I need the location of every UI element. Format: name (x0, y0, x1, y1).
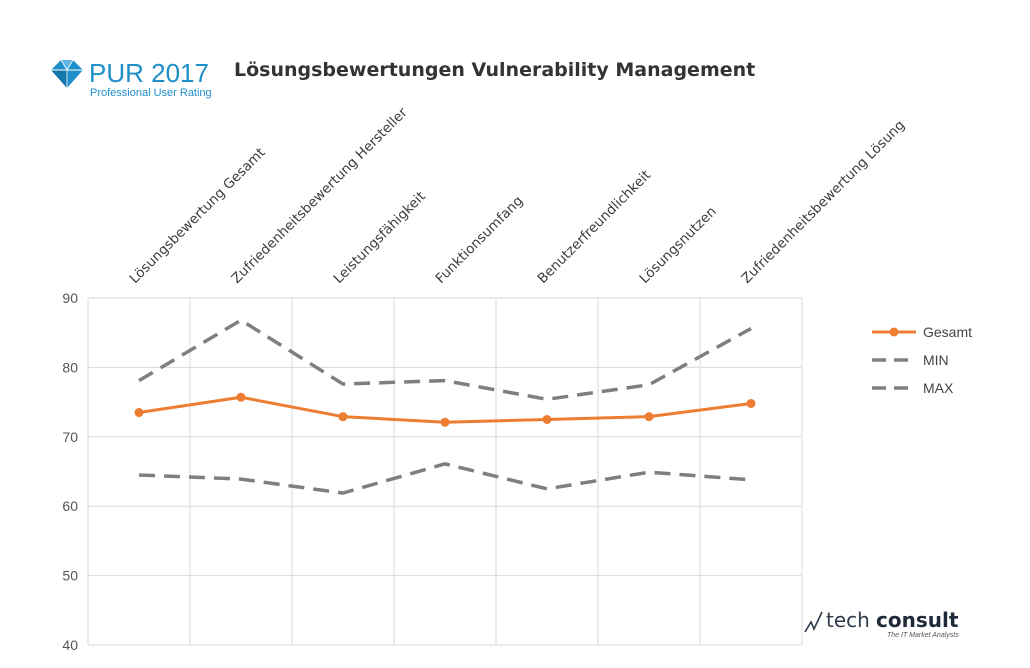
data-point-gesamt (236, 392, 246, 402)
legend: Gesamt MIN MAX (872, 324, 972, 396)
data-point-gesamt (440, 417, 450, 427)
techconsult-logo: tech consult The IT Market Analysts (804, 608, 959, 639)
category-label: Leistungsfähigkeit (331, 189, 429, 287)
y-tick-labels: 40 50 60 70 80 90 (62, 290, 78, 653)
logo-subtitle: Professional User Rating (90, 87, 212, 99)
legend-label-gesamt: Gesamt (923, 324, 972, 340)
data-point-gesamt (542, 414, 552, 424)
data-point-gesamt (644, 412, 654, 422)
legend-marker-gesamt (889, 327, 899, 337)
series-line-max (138, 318, 752, 402)
category-label: Funktionsumfang (433, 193, 527, 287)
data-point-gesamt (338, 412, 348, 422)
brand-tagline: The IT Market Analysts (887, 632, 959, 639)
data-point-gesamt (134, 408, 144, 418)
grid-layer (87, 297, 803, 646)
legend-label-max: MAX (923, 380, 954, 396)
y-tick-label: 40 (62, 637, 78, 653)
brand-consult: consult (876, 608, 959, 632)
y-tick-label: 80 (62, 359, 78, 375)
category-label: Benutzerfreundlichkeit (535, 167, 655, 287)
legend-label-min: MIN (923, 352, 949, 368)
tick-mark-icon (804, 611, 823, 633)
diamond-icon (51, 59, 83, 88)
category-labels: Lösungsbewertung GesamtZufriedenheitsbew… (127, 104, 909, 286)
y-tick-label: 70 (62, 429, 78, 445)
y-tick-label: 50 (62, 568, 78, 584)
category-label: Zufriedenheitsbewertung Hersteller (229, 104, 411, 286)
category-label: Zufriedenheitsbewertung Lösung (739, 117, 909, 287)
data-point-gesamt (746, 398, 756, 408)
brand-tech: tech (826, 608, 870, 632)
category-label: Lösungsnutzen (637, 204, 720, 287)
pur-logo: PUR 2017 Professional User Rating (51, 58, 212, 99)
y-tick-label: 60 (62, 498, 78, 514)
logo-name: PUR 2017 (89, 58, 209, 88)
series-line-min (138, 462, 752, 495)
y-tick-label: 90 (62, 290, 78, 306)
chart-title: Lösungsbewertungen Vulnerability Managem… (234, 59, 755, 81)
series-layer (134, 318, 756, 495)
